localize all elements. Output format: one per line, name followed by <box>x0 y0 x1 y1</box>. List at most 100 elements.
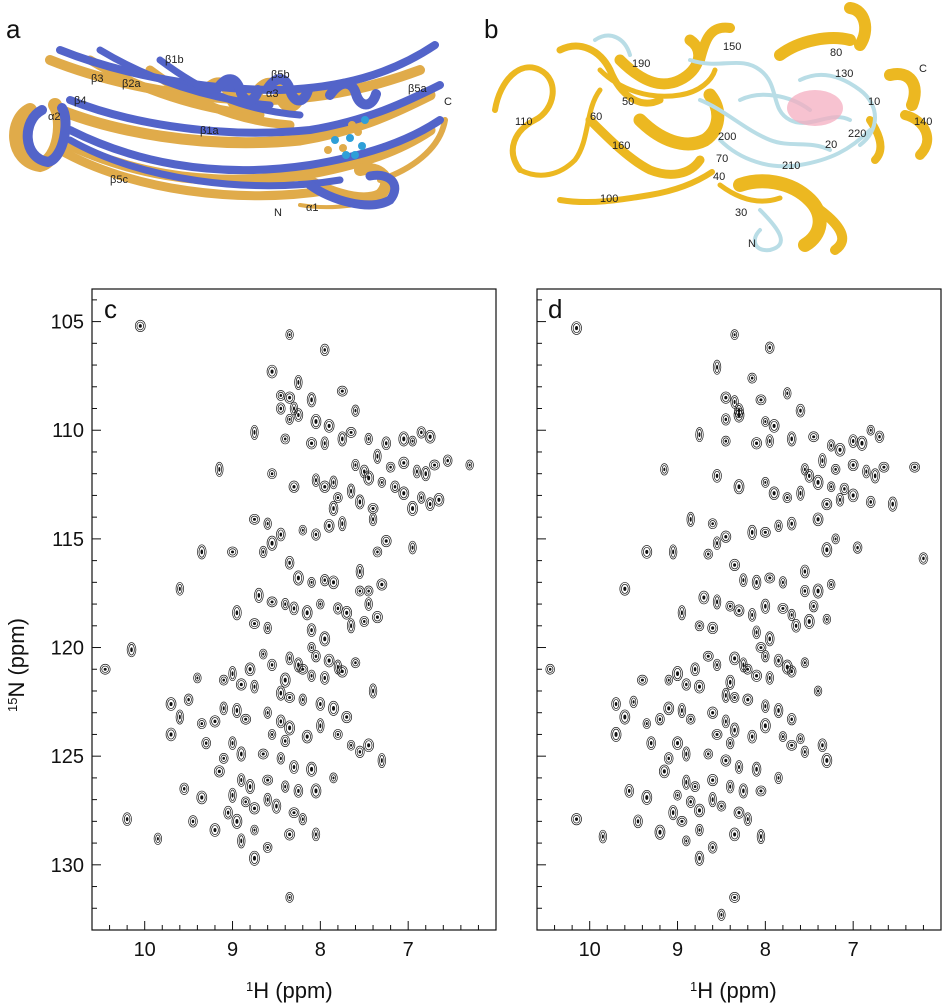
hsqc-peak <box>298 693 307 706</box>
hsqc-peak <box>654 824 666 840</box>
hsqc-peak <box>817 738 828 753</box>
hsqc-peak <box>768 486 780 501</box>
hsqc-peak <box>660 463 669 476</box>
gold-tube-segments <box>492 2 933 255</box>
hsqc-peak <box>874 430 885 443</box>
hsqc-peak <box>293 784 304 798</box>
hsqc-peak <box>624 784 634 798</box>
hsqc-peak <box>337 431 348 447</box>
x-tick-label: 9 <box>672 939 683 961</box>
hsqc-peak <box>390 480 400 493</box>
hsqc-peak <box>756 829 766 845</box>
hsqc-peak <box>676 816 688 827</box>
hsqc-peak <box>346 739 356 751</box>
hsqc-peak <box>641 790 653 805</box>
hsqc-peak <box>690 781 700 792</box>
hsqc-peak <box>733 407 745 423</box>
hsqc-peak <box>759 527 771 538</box>
hsqc-peak <box>865 495 876 508</box>
hsqc-peak <box>672 736 683 750</box>
hsqc-peak <box>341 711 353 724</box>
y-tick-label: 125 <box>51 746 84 768</box>
hsqc-peak <box>743 663 753 675</box>
hsqc-peak <box>306 761 317 777</box>
label-beta5c: β5c <box>110 174 128 186</box>
hsqc-peak <box>266 364 278 379</box>
hsqc-peak <box>311 650 321 663</box>
hsqc-peak <box>761 416 770 427</box>
hsqc-peak <box>306 437 317 450</box>
hsqc-peak <box>267 468 277 480</box>
hsqc-peak <box>703 548 714 560</box>
hsqc-peak <box>682 746 691 762</box>
hsqc-peak <box>285 414 294 425</box>
hsqc-peak <box>773 653 784 668</box>
hsqc-peak <box>800 657 810 669</box>
x-tick-label: 10 <box>134 939 156 961</box>
hsqc-peak <box>218 752 229 764</box>
hsqc-peak <box>610 726 622 742</box>
hsqc-peak <box>249 802 260 815</box>
hsqc-peak <box>328 501 339 516</box>
hsqc-peak <box>725 600 735 612</box>
label-alpha2: α2 <box>48 111 60 123</box>
hsqc-peak <box>909 461 921 473</box>
hsqc-peak <box>209 715 221 728</box>
hsqc-peak <box>232 703 242 718</box>
hsqc-peak <box>345 427 357 438</box>
hsqc-peak <box>761 650 770 663</box>
hsqc-peak <box>751 669 762 682</box>
hsqc-peak <box>707 518 718 530</box>
hsqc-peak <box>367 503 379 514</box>
hsqc-peak <box>134 319 146 332</box>
hsqc-peak <box>284 692 295 703</box>
hsqc-peak <box>747 372 757 384</box>
hsqc-peak <box>398 456 410 469</box>
hsqc-peak <box>355 494 365 510</box>
hsqc-peak <box>747 524 757 540</box>
hsqc-peak <box>712 359 722 375</box>
hsqc-peak <box>760 598 771 614</box>
hsqc-peak <box>398 486 410 501</box>
hsqc-peak <box>747 729 757 744</box>
hsqc-peak <box>637 674 648 686</box>
hsqc-peak <box>703 748 714 760</box>
hsqc-peak <box>768 419 780 433</box>
label-res-200: 200 <box>718 131 736 143</box>
hsqc-peak <box>267 729 277 740</box>
hsqc-peak <box>821 753 833 768</box>
hsqc-peak <box>786 665 797 678</box>
hsqc-peak <box>831 533 840 545</box>
hsqc-peak <box>259 648 268 660</box>
hsqc-peak <box>778 731 788 742</box>
hsqc-peak <box>721 435 731 447</box>
hsqc-peak <box>250 824 259 836</box>
hsqc-peak <box>257 748 269 760</box>
hsqc-peak <box>777 603 789 614</box>
hsqc-peak <box>276 714 286 729</box>
panel-a-letter: a <box>6 14 21 44</box>
hsqc-peak <box>800 584 810 598</box>
hsqc-peak <box>250 679 259 694</box>
panel-c-plot-frame <box>91 288 497 931</box>
label-res-70: 70 <box>716 153 728 165</box>
hsqc-peak <box>821 542 833 558</box>
hsqc-peak <box>408 540 417 555</box>
hsqc-peak <box>712 594 722 610</box>
x-tick-label: 7 <box>848 939 859 961</box>
label-beta3: β3 <box>91 73 103 85</box>
hsqc-peak <box>293 570 304 586</box>
hsqc-peak <box>306 392 317 408</box>
hsqc-peak <box>887 496 898 512</box>
hsqc-peak <box>346 483 356 499</box>
panel-c-letter: c <box>104 294 117 324</box>
hsqc-peak <box>672 666 683 682</box>
hsqc-peak <box>813 685 823 697</box>
hsqc-peak <box>730 329 739 340</box>
label-res-n: N <box>748 238 756 250</box>
hsqc-peak <box>231 813 243 829</box>
hsqc-peak <box>351 404 360 417</box>
hsqc-peak <box>729 692 740 703</box>
panel-c-x-axis-title: 1H (ppm) <box>246 978 333 1003</box>
hsqc-peak <box>773 703 784 718</box>
